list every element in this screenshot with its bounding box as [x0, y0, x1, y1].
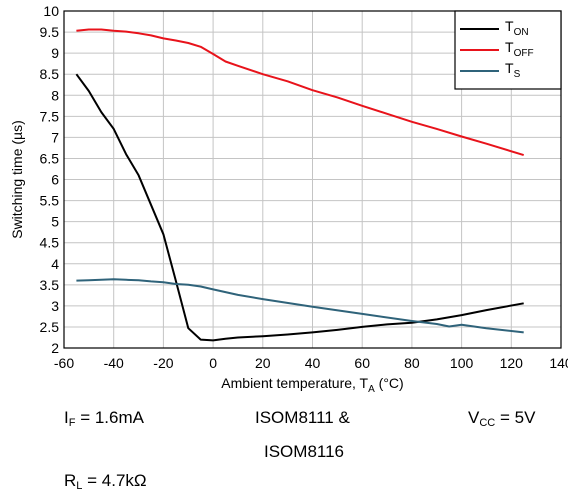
x-tick-label: 20	[255, 355, 271, 371]
devices-line-2: ISOM8116	[264, 442, 345, 461]
rl-label: R	[64, 471, 77, 490]
x-tick-label: 40	[305, 355, 321, 371]
series-line-s	[76, 278, 524, 334]
legend-label-s: TS	[505, 60, 521, 80]
x-tick-label: -20	[153, 355, 173, 371]
legend-label-off: TOFF	[505, 39, 534, 59]
if-subscript: F	[68, 417, 76, 429]
y-tick-label: 9	[51, 45, 59, 61]
vcc-condition: VCC = 5V	[468, 408, 535, 429]
y-tick-label: 3	[51, 298, 59, 314]
y-tick-label: 8	[51, 87, 59, 103]
y-tick-label: 8.5	[40, 66, 60, 82]
if-value: = 1.6mA	[75, 408, 144, 427]
switching-time-chart: -60 -40 -20 0 20 40 60 80 100 120 140 2 2.5 3 3.5 4 4.5 5…	[9, 3, 568, 395]
if-condition: IF = 1.6mA	[64, 408, 144, 429]
x-tick-label: 100	[450, 355, 474, 371]
y-tick-label: 3.5	[40, 277, 60, 293]
x-tick-label: -60	[54, 355, 74, 371]
y-tick-label: 2.5	[40, 319, 60, 335]
y-tick-label: 7.5	[40, 108, 60, 124]
y-tick-label: 4	[51, 256, 59, 272]
y-tick-label: 10	[43, 3, 59, 19]
plot-frame	[63, 10, 562, 349]
x-axis-label: Ambient temperature, TA (°C)	[221, 375, 403, 395]
x-tick-label: 140	[549, 355, 568, 371]
rl-subscript: L	[76, 480, 83, 492]
y-tick-label: 6	[51, 172, 59, 188]
y-tick-label: 4.5	[40, 235, 60, 251]
x-tick-label: -40	[104, 355, 124, 371]
legend-label-on: TON	[505, 18, 529, 38]
y-tick-label: 5.5	[40, 193, 60, 209]
vcc-value: = 5V	[495, 408, 536, 427]
if-label: I	[64, 408, 69, 427]
rl-value: = 4.7kΩ	[82, 471, 147, 490]
chart-svg: -60 -40 -20 0 20 40 60 80 100 120 140 2 2.5 3 3.5 4 4.5 5…	[9, 3, 568, 395]
x-tick-label: 0	[209, 355, 217, 371]
series-line-off	[76, 28, 524, 157]
vcc-subscript: CC	[479, 417, 496, 429]
y-tick-label: 6.5	[40, 150, 60, 166]
y-tick-label: 2	[51, 340, 59, 356]
x-tick-label: 60	[354, 355, 370, 371]
x-tick-label: 120	[500, 355, 524, 371]
series-line-on	[75, 73, 524, 342]
y-tick-label: 5	[51, 214, 59, 230]
vcc-label: V	[468, 408, 480, 427]
y-axis-label: Switching time (µs)	[9, 120, 25, 239]
rl-condition: RL = 4.7kΩ	[64, 471, 147, 492]
x-tick-label: 80	[404, 355, 420, 371]
y-tick-label: 7	[51, 129, 59, 145]
legend-box	[454, 10, 562, 90]
devices-line-1: ISOM8111 &	[255, 408, 350, 427]
y-tick-label: 9.5	[40, 24, 60, 40]
